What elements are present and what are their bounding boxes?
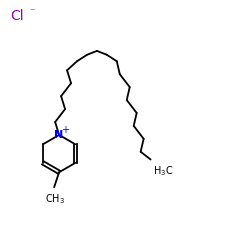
Text: H$_3$C: H$_3$C: [152, 164, 173, 178]
Text: N: N: [54, 130, 64, 140]
Text: +: +: [60, 125, 68, 135]
Text: CH$_3$: CH$_3$: [45, 192, 65, 206]
Text: ⁻: ⁻: [29, 7, 35, 17]
Text: Cl: Cl: [11, 8, 24, 22]
